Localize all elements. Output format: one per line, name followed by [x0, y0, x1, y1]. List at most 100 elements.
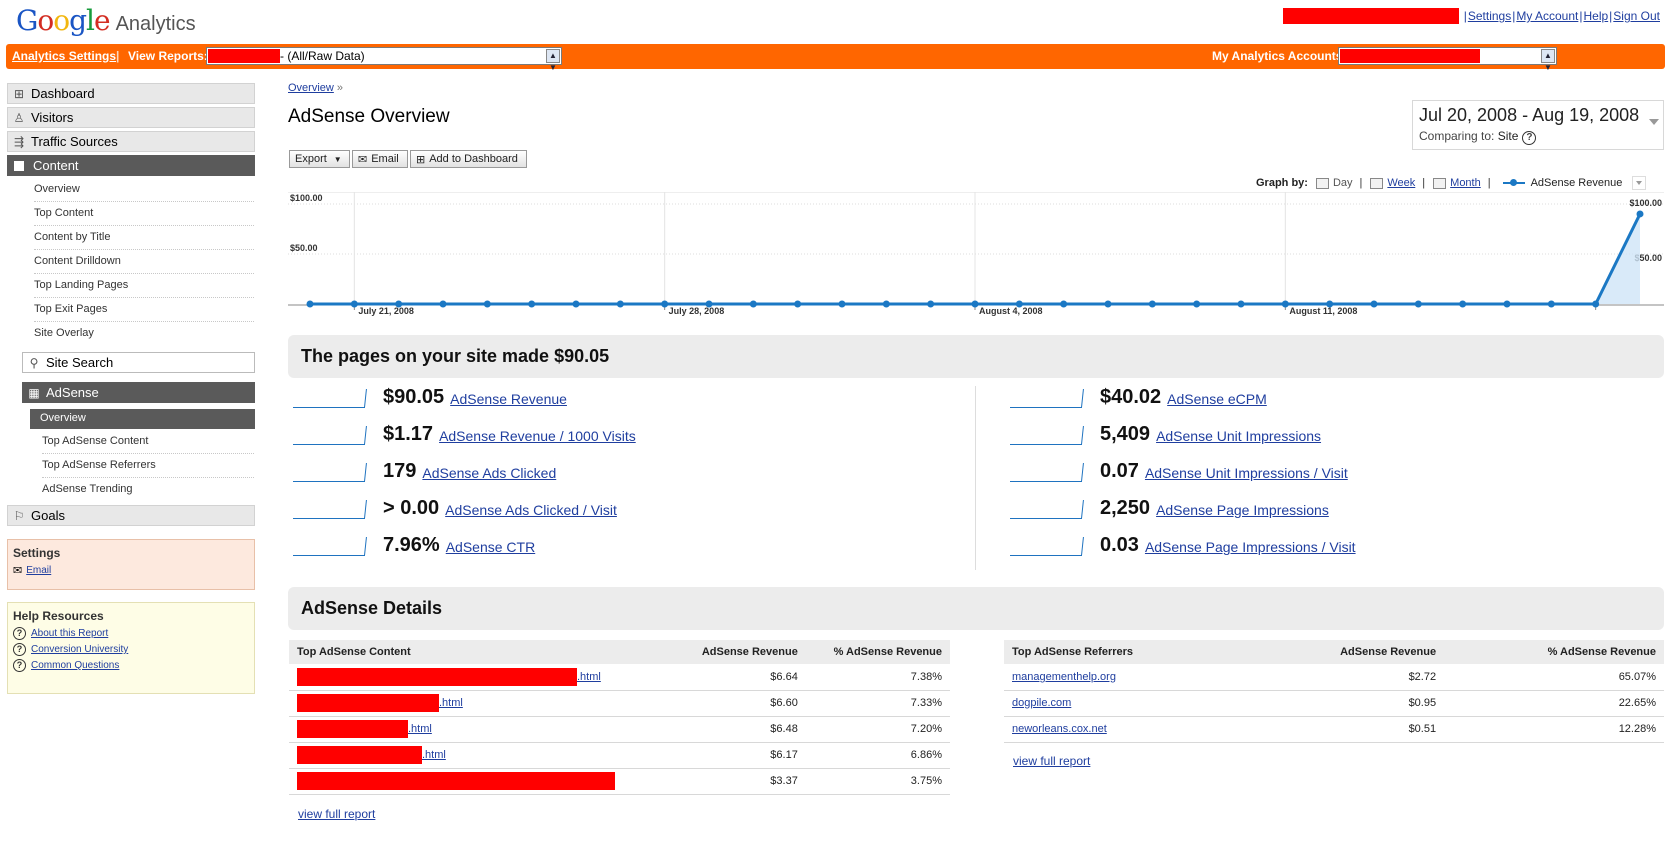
data-point	[794, 300, 802, 308]
adsense-sub-top-content[interactable]: Top AdSense Content	[42, 430, 254, 454]
referrer-link[interactable]: neworleans.cox.net	[1012, 723, 1107, 735]
metric-row: $40.02 AdSense eCPM	[1010, 380, 1660, 408]
comparing-label: Comparing to:	[1419, 129, 1495, 143]
sidebar-label: Traffic Sources	[31, 134, 118, 149]
col-header[interactable]: % AdSense Revenue	[805, 640, 950, 664]
graph-by-day[interactable]: Day	[1332, 177, 1353, 189]
pct-cell: 7.38%	[805, 664, 950, 691]
content-sub-top-content[interactable]: Top Content	[34, 202, 254, 226]
col-header[interactable]: Top AdSense Referrers	[1004, 640, 1247, 664]
pct-cell: 3.75%	[805, 768, 950, 795]
sidebar-item-traffic-sources[interactable]: ⇶ Traffic Sources	[7, 131, 255, 152]
google-analytics-logo[interactable]: Google Analytics	[16, 4, 196, 37]
view-reports-value: - (All/Raw Data)	[280, 49, 365, 63]
revenue-cell: $2.72	[1246, 664, 1445, 691]
date-range-picker[interactable]: Jul 20, 2008 - Aug 19, 2008 Comparing to…	[1412, 100, 1664, 150]
sidebar-item-goals[interactable]: ⚐ Goals	[7, 505, 255, 526]
data-point	[1592, 300, 1600, 308]
page-link[interactable]: .html	[577, 670, 601, 683]
adsense-sub-trending[interactable]: AdSense Trending	[42, 483, 133, 495]
graph-by-week[interactable]: Week	[1387, 177, 1416, 189]
page-link[interactable]: .html	[422, 748, 446, 761]
col-header[interactable]: AdSense Revenue	[676, 640, 806, 664]
settings-box-title: Settings	[13, 546, 61, 560]
accounts-select[interactable]: ▲ ▼	[1338, 47, 1557, 72]
metric-label-link[interactable]: AdSense Page Impressions	[1156, 502, 1329, 518]
y-tick-label-left: $50.00	[290, 243, 318, 253]
my-account-link[interactable]: My Account	[1516, 9, 1579, 23]
referrers-view-full-report-link[interactable]: view full report	[1013, 754, 1091, 768]
adsense-sub-overview[interactable]: Overview	[30, 409, 255, 429]
metric-label-link[interactable]: AdSense Unit Impressions / Visit	[1144, 465, 1348, 481]
adsense-sub-top-referrers[interactable]: Top AdSense Referrers	[42, 454, 254, 478]
help-box-title: Help Resources	[13, 609, 104, 623]
content-view-full-report-link[interactable]: view full report	[298, 807, 376, 821]
metric-label-link[interactable]: AdSense CTR	[445, 539, 536, 555]
about-report-link[interactable]: About this Report	[31, 628, 109, 639]
sidebar-item-adsense[interactable]: ▦ AdSense	[22, 382, 255, 403]
referrer-link[interactable]: dogpile.com	[1012, 697, 1072, 709]
referrer-link[interactable]: managementhelp.org	[1012, 670, 1116, 683]
sparkline	[293, 499, 365, 519]
settings-email-link[interactable]: Email	[26, 565, 52, 576]
sparkline	[293, 425, 365, 445]
email-button[interactable]: ✉ Email	[352, 150, 408, 168]
table-row: .html $6.64 7.38%	[289, 664, 950, 691]
redacted-page-path	[297, 667, 577, 686]
sign-out-link[interactable]: Sign Out	[1613, 9, 1660, 23]
data-point	[1060, 300, 1068, 308]
table-row: .html $6.48 7.20%	[289, 716, 950, 743]
view-reports-label: View Reports:	[128, 49, 208, 63]
content-sub-top-exit-pages[interactable]: Top Exit Pages	[34, 298, 254, 322]
table-row: neworleans.cox.net $0.51 12.28%	[1004, 716, 1664, 743]
redacted-profile	[208, 49, 280, 63]
metric-label-link[interactable]: AdSense eCPM	[1167, 391, 1267, 407]
help-link[interactable]: Help	[1583, 9, 1609, 23]
graph-by-month[interactable]: Month	[1450, 177, 1481, 189]
logo-google: Google	[16, 4, 111, 37]
breadcrumb: Overview »	[288, 82, 343, 94]
logo-analytics: Analytics	[115, 13, 196, 35]
metric-label-link[interactable]: AdSense Ads Clicked	[422, 465, 557, 481]
page-link[interactable]: .html	[439, 696, 463, 709]
metric-row: $90.05 AdSense Revenue	[293, 380, 953, 408]
help-icon[interactable]: ?	[1522, 131, 1537, 145]
table-row: $3.37 3.75%	[289, 768, 950, 795]
sidebar-item-visitors[interactable]: ♙ Visitors	[7, 107, 255, 128]
metric-value: 0.07	[1100, 460, 1139, 482]
col-header[interactable]: AdSense Revenue	[1246, 640, 1445, 664]
metric-label-link[interactable]: AdSense Ads Clicked / Visit	[445, 502, 617, 518]
metric-value: 5,409	[1100, 423, 1151, 445]
chevron-down-icon[interactable]	[1649, 119, 1659, 125]
metric-label-link[interactable]: AdSense Unit Impressions	[1156, 428, 1322, 444]
sparkline	[1010, 425, 1082, 445]
add-to-dashboard-button[interactable]: ⊞ Add to Dashboard	[410, 150, 527, 168]
col-header[interactable]: % AdSense Revenue	[1444, 640, 1664, 664]
metric-label-link[interactable]: AdSense Revenue / 1000 Visits	[439, 428, 636, 444]
content-sub-content-drilldown[interactable]: Content Drilldown	[34, 250, 254, 274]
export-button[interactable]: Export ▼	[289, 150, 350, 168]
sidebar-item-dashboard[interactable]: ⊞ Dashboard	[7, 83, 255, 104]
analytics-settings-link[interactable]: Analytics Settings	[12, 49, 117, 63]
content-sub-top-landing-pages[interactable]: Top Landing Pages	[34, 274, 254, 298]
metric-dropdown-icon[interactable]	[1632, 176, 1647, 190]
sparkline	[293, 462, 365, 482]
settings-link[interactable]: Settings	[1467, 9, 1512, 23]
metric-label-link[interactable]: AdSense Page Impressions / Visit	[1144, 539, 1356, 555]
content-sub-content-by-title[interactable]: Content by Title	[34, 226, 254, 250]
dashboard-grid-icon: ⊞	[13, 86, 25, 101]
graph-metric-label[interactable]: AdSense Revenue	[1530, 177, 1623, 189]
metric-label-link[interactable]: AdSense Revenue	[450, 391, 567, 407]
common-questions-link[interactable]: Common Questions	[31, 660, 120, 671]
breadcrumb-overview-link[interactable]: Overview	[288, 82, 334, 94]
view-reports-select[interactable]: - (All/Raw Data) ▲ ▼	[206, 47, 562, 72]
content-sub-overview[interactable]: Overview	[34, 178, 254, 202]
sidebar-label: Goals	[31, 508, 65, 523]
sidebar-item-site-search[interactable]: ⚲ Site Search	[22, 352, 255, 373]
sidebar-item-content[interactable]: Content	[7, 155, 255, 176]
page-link[interactable]: .html	[408, 722, 432, 735]
data-point	[971, 300, 979, 308]
content-sub-site-overlay[interactable]: Site Overlay	[34, 327, 94, 339]
col-header[interactable]: Top AdSense Content	[289, 640, 677, 664]
conversion-university-link[interactable]: Conversion University	[31, 644, 129, 655]
